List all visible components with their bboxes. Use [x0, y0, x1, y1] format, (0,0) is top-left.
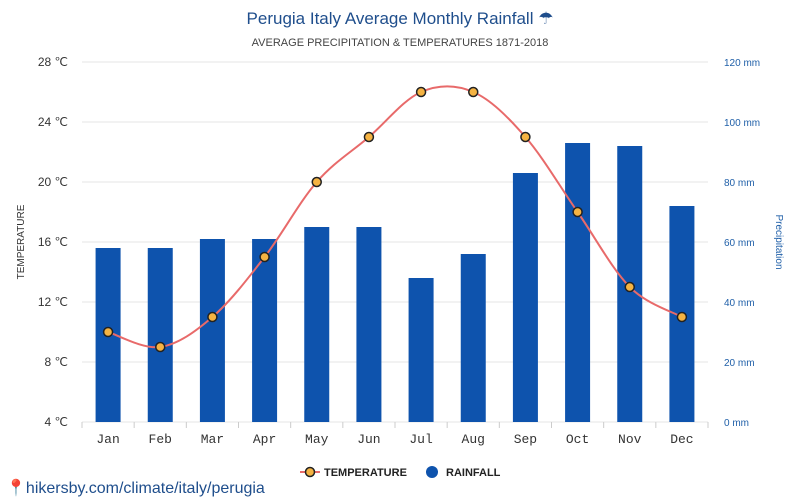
temperature-curve	[107, 85, 683, 349]
x-tick-label: Aug	[462, 432, 485, 447]
x-tick-label: Jan	[96, 432, 119, 447]
right-tick-label: 120 mm	[724, 58, 760, 69]
legend-rainfall-marker	[426, 466, 438, 478]
temperature-line	[102, 85, 688, 353]
left-axis-ticks: 4 ℃ 8 ℃ 12 ℃ 16 ℃ 20 ℃ 24 ℃ 28 ℃	[38, 55, 68, 429]
right-tick-label: 20 mm	[724, 358, 755, 369]
right-axis-ticks: 0 mm 20 mm 40 mm 60 mm 80 mm 100 mm 120 mm	[724, 58, 760, 429]
left-tick-label: 4 ℃	[45, 415, 68, 429]
temperature-point[interactable]	[311, 176, 322, 188]
temperature-point[interactable]	[468, 86, 479, 98]
source-text: hikersby.com/climate/italy/perugia	[25, 480, 265, 497]
temperature-point[interactable]	[259, 251, 270, 263]
x-tick-label: Feb	[149, 432, 172, 447]
temperature-point[interactable]	[363, 131, 375, 143]
x-tick-label: Sep	[514, 432, 537, 447]
temperature-point[interactable]	[102, 326, 114, 338]
x-tick-label: Mar	[201, 432, 224, 447]
x-tick-label: Dec	[670, 432, 693, 447]
right-tick-label: 0 mm	[724, 418, 749, 429]
rainfall-bar[interactable]	[252, 239, 278, 422]
x-tick-label: Apr	[253, 432, 276, 447]
left-tick-label: 24 ℃	[38, 115, 68, 129]
temperature-point[interactable]	[676, 311, 688, 323]
temperature-point[interactable]	[155, 341, 166, 353]
x-axis-ticks: Jan Feb Mar Apr May Jun Jul Aug Sep Oct Nov Dec	[81, 422, 709, 447]
rainfall-bar[interactable]	[304, 227, 330, 422]
x-tick-label: Jun	[357, 432, 380, 447]
rainfall-bar[interactable]	[460, 254, 486, 422]
x-tick-label: Jul	[409, 432, 433, 447]
rainfall-bar[interactable]	[356, 227, 382, 422]
legend-item-rainfall[interactable]: RAINFALL	[426, 466, 501, 479]
chart-title: Perugia Italy Average Monthly Rainfall ☂	[247, 9, 554, 28]
right-tick-label: 60 mm	[724, 238, 755, 249]
left-axis-title: TEMPERATURE	[16, 204, 27, 279]
legend-item-temperature[interactable]: TEMPERATURE	[300, 466, 407, 479]
temperature-point[interactable]	[207, 311, 218, 323]
rainfall-bar[interactable]	[147, 248, 173, 422]
temperature-point[interactable]	[624, 281, 635, 293]
legend: TEMPERATURE RAINFALL	[300, 466, 501, 479]
right-tick-label: 80 mm	[724, 178, 755, 189]
rainfall-bar[interactable]	[512, 173, 538, 422]
temperature-point[interactable]	[415, 86, 427, 98]
legend-temperature-marker	[304, 466, 316, 478]
left-tick-label: 20 ℃	[38, 175, 68, 189]
x-tick-label: May	[305, 432, 329, 447]
rainfall-bars	[95, 143, 695, 422]
rainfall-bar[interactable]	[408, 278, 434, 422]
rainfall-bar[interactable]	[199, 239, 225, 422]
right-tick-label: 40 mm	[724, 298, 755, 309]
left-tick-label: 12 ℃	[38, 295, 68, 309]
umbrella-icon: ☂	[538, 9, 553, 28]
x-tick-label: Nov	[618, 432, 642, 447]
right-tick-label: 100 mm	[724, 118, 760, 129]
x-tick-label: Oct	[566, 432, 589, 447]
map-pin-icon: 📍	[6, 480, 26, 497]
left-tick-label: 8 ℃	[45, 355, 68, 369]
legend-rainfall-label: RAINFALL	[446, 467, 501, 479]
legend-temperature-label: TEMPERATURE	[324, 467, 407, 479]
temperature-point[interactable]	[572, 206, 583, 218]
left-tick-label: 28 ℃	[38, 55, 68, 69]
source-link[interactable]: 📍hikersby.com/climate/italy/perugia	[6, 478, 265, 498]
temperature-point[interactable]	[520, 131, 531, 143]
left-tick-label: 16 ℃	[38, 235, 68, 249]
grid-lines	[82, 61, 708, 423]
rainfall-bar[interactable]	[565, 143, 591, 422]
chart-subtitle: AVERAGE PRECIPITATION & TEMPERATURES 187…	[252, 37, 549, 49]
right-axis-title: Precipitation	[773, 214, 784, 269]
